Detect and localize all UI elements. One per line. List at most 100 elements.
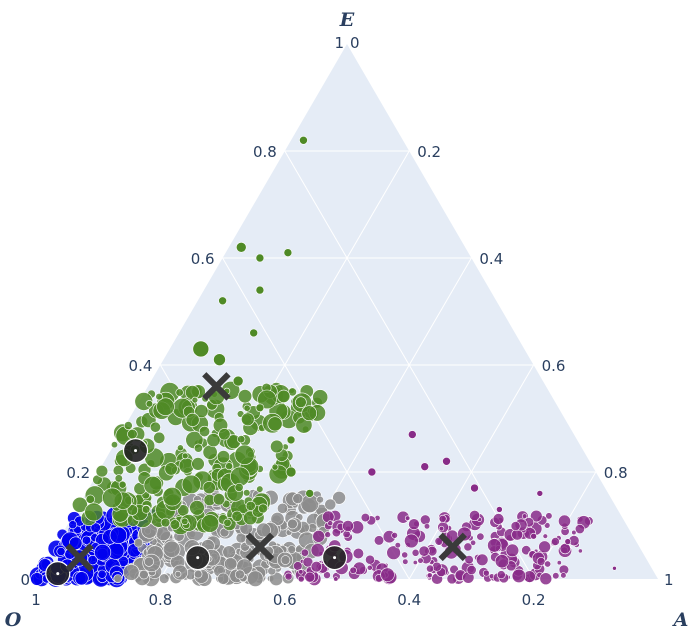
data-point bbox=[324, 498, 337, 511]
data-point bbox=[139, 569, 149, 580]
data-point bbox=[156, 397, 175, 416]
data-point bbox=[111, 441, 119, 449]
data-point bbox=[536, 490, 544, 497]
data-point bbox=[542, 533, 548, 539]
tick-label-a: 0.8 bbox=[604, 464, 628, 482]
tick-label-e: 0 bbox=[20, 571, 30, 589]
data-point bbox=[505, 543, 520, 558]
data-point bbox=[401, 551, 409, 559]
data-point bbox=[464, 555, 474, 565]
data-point bbox=[365, 554, 375, 565]
data-point bbox=[426, 572, 433, 579]
data-point bbox=[286, 435, 296, 445]
data-point bbox=[301, 405, 318, 422]
data-point bbox=[127, 428, 138, 440]
data-point bbox=[95, 465, 109, 478]
data-point bbox=[297, 575, 305, 583]
data-point bbox=[237, 435, 246, 444]
data-point bbox=[235, 242, 247, 253]
data-point bbox=[243, 404, 251, 412]
centroid-dot bbox=[134, 449, 138, 453]
data-point bbox=[200, 514, 220, 533]
data-point bbox=[181, 452, 189, 460]
data-point bbox=[206, 433, 221, 448]
data-point bbox=[386, 545, 401, 560]
data-point bbox=[133, 538, 144, 548]
data-point bbox=[442, 456, 451, 466]
data-point bbox=[160, 517, 171, 528]
right-axis-title: A bbox=[672, 609, 689, 631]
data-point bbox=[109, 526, 128, 544]
data-point bbox=[181, 517, 189, 526]
data-point bbox=[218, 428, 231, 441]
data-point bbox=[149, 421, 161, 433]
data-point bbox=[367, 467, 377, 477]
data-point bbox=[193, 569, 203, 579]
data-point bbox=[191, 457, 205, 471]
data-point bbox=[276, 502, 288, 514]
data-point bbox=[342, 520, 354, 532]
data-point bbox=[225, 462, 233, 471]
tick-label-e: 1 bbox=[334, 34, 344, 52]
data-point bbox=[560, 572, 567, 579]
data-point bbox=[216, 450, 231, 464]
data-point bbox=[312, 389, 329, 406]
data-point bbox=[510, 521, 521, 531]
data-point bbox=[212, 493, 226, 506]
data-point bbox=[189, 500, 205, 516]
data-point bbox=[231, 510, 243, 522]
data-point bbox=[72, 496, 88, 513]
data-point bbox=[237, 389, 253, 404]
data-point bbox=[420, 462, 430, 471]
data-point bbox=[192, 340, 210, 358]
cross-marker bbox=[65, 543, 94, 572]
data-point bbox=[255, 285, 265, 295]
data-point bbox=[143, 475, 163, 495]
data-point bbox=[466, 564, 477, 575]
data-point bbox=[551, 537, 560, 546]
data-point bbox=[305, 489, 314, 498]
data-point bbox=[285, 466, 297, 478]
data-point bbox=[84, 502, 104, 522]
data-point bbox=[234, 569, 245, 580]
data-point bbox=[102, 487, 123, 508]
data-point bbox=[30, 572, 44, 586]
data-point bbox=[539, 572, 553, 586]
data-point bbox=[193, 443, 203, 453]
data-point bbox=[299, 136, 308, 145]
data-point bbox=[394, 542, 401, 549]
data-point bbox=[284, 572, 293, 581]
data-point bbox=[492, 513, 505, 525]
data-point bbox=[373, 535, 385, 546]
data-point bbox=[544, 560, 552, 568]
data-point bbox=[496, 570, 506, 580]
tick-label-a: 1 bbox=[664, 571, 674, 589]
data-point bbox=[247, 570, 264, 587]
data-point bbox=[185, 385, 200, 400]
data-point bbox=[270, 439, 284, 454]
data-point bbox=[191, 396, 199, 404]
data-point bbox=[181, 474, 201, 495]
top-axis-title: E bbox=[339, 9, 355, 31]
data-point bbox=[419, 514, 431, 526]
data-point bbox=[332, 490, 346, 505]
cross-marker bbox=[245, 532, 275, 562]
data-point bbox=[482, 569, 490, 577]
data-point bbox=[360, 512, 371, 523]
data-point bbox=[366, 564, 373, 571]
data-point bbox=[81, 535, 92, 545]
data-point bbox=[155, 393, 163, 401]
data-point bbox=[323, 571, 331, 579]
data-point bbox=[417, 557, 424, 564]
data-point bbox=[218, 296, 227, 306]
data-point bbox=[153, 431, 166, 444]
data-point bbox=[112, 464, 124, 477]
data-point bbox=[295, 396, 307, 409]
data-point bbox=[556, 560, 562, 566]
data-point bbox=[408, 518, 420, 531]
data-point bbox=[408, 430, 417, 439]
cluster-markers bbox=[45, 372, 467, 587]
data-point bbox=[74, 571, 89, 586]
centroid-dot bbox=[196, 556, 200, 560]
data-point bbox=[243, 489, 251, 497]
